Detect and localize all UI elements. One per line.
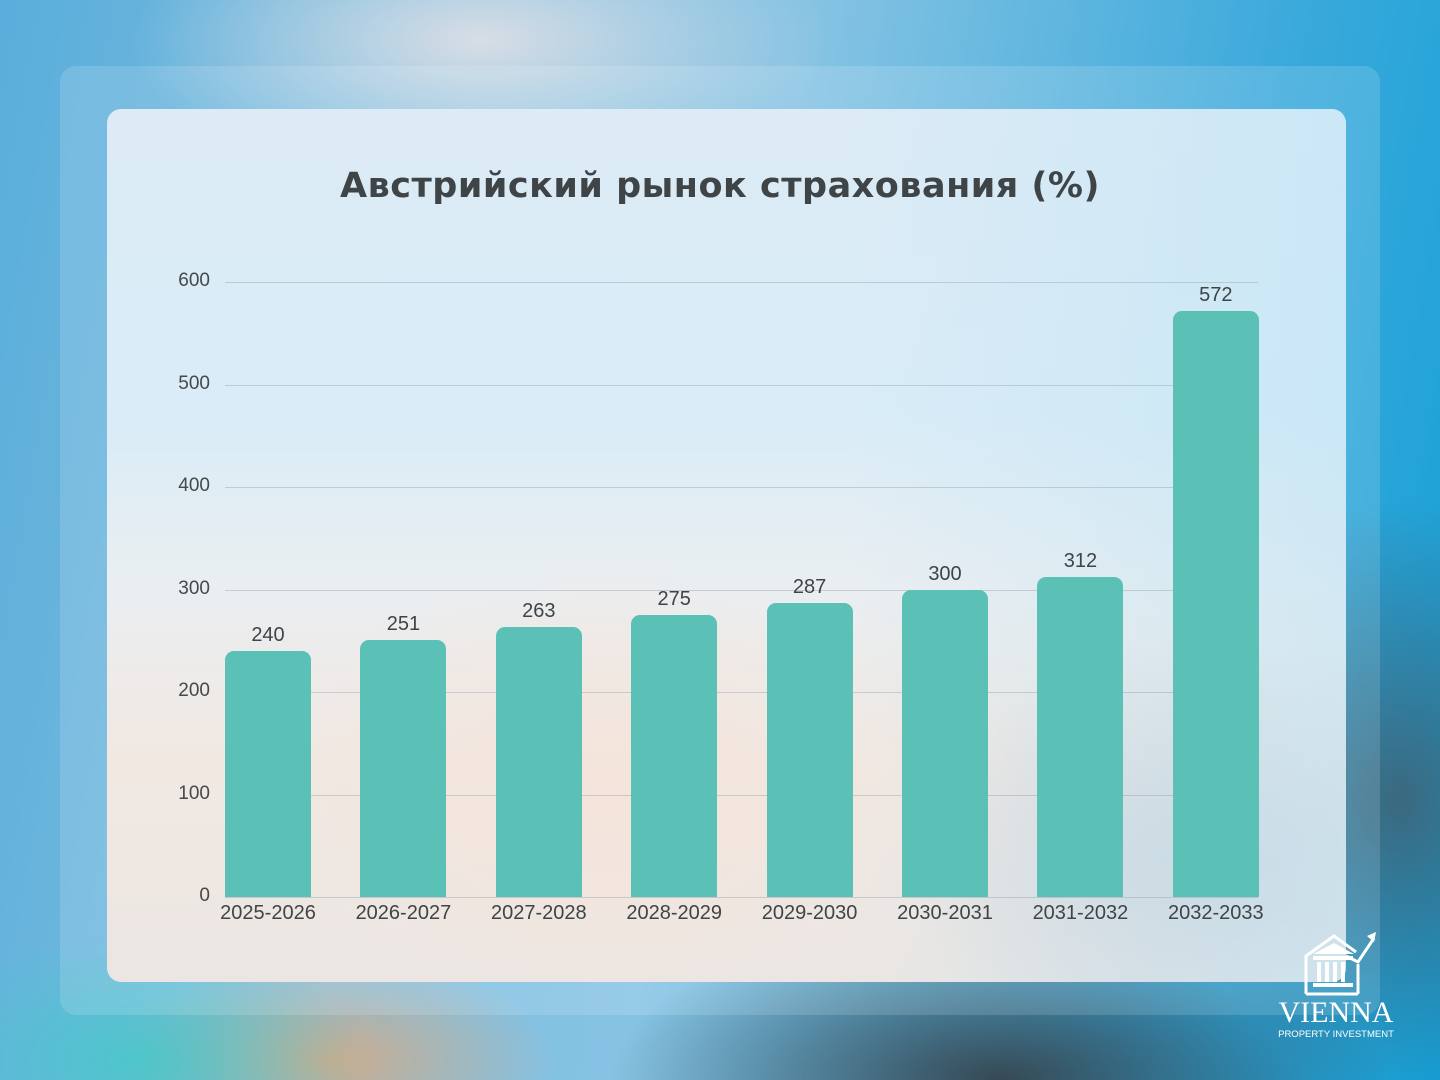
brand-tagline: PROPERTY INVESTMENT <box>1278 1029 1394 1040</box>
y-axis-tick-label: 600 <box>178 270 210 291</box>
bar <box>495 627 582 897</box>
bar-value-label: 312 <box>1063 550 1098 573</box>
gridline <box>225 794 1258 796</box>
building-growth-arrow-icon <box>1304 932 1376 996</box>
bar-value-label: 251 <box>386 612 421 635</box>
bar-value-label: 287 <box>792 575 827 598</box>
brand-name: VIENNA <box>1278 996 1394 1029</box>
x-axis-tick-label: 2030-2031 <box>897 902 993 924</box>
y-axis-tick-label: 100 <box>178 782 210 804</box>
gridline <box>225 897 1258 898</box>
gridline <box>225 692 1258 693</box>
bar <box>225 651 311 897</box>
x-axis-tick-label: 2027-2028 <box>490 902 587 924</box>
bar-value-label: 572 <box>1199 283 1233 306</box>
bar-value-label: 240 <box>251 624 285 646</box>
bar <box>766 602 853 897</box>
gridline <box>225 487 1258 488</box>
gridline <box>225 282 1258 283</box>
bar-value-label: 300 <box>928 562 962 585</box>
gridline <box>225 384 1258 386</box>
gridline <box>225 589 1258 591</box>
brand-logo: VIENNA PROPERTY INVESTMENT <box>1266 930 1406 1050</box>
x-axis-tick-label: 2029-2030 <box>761 902 858 924</box>
x-axis-tick-label: 2025-2026 <box>220 902 316 924</box>
y-axis-tick-label: 300 <box>178 577 210 599</box>
y-axis-tick-label: 500 <box>178 372 210 394</box>
bar <box>360 639 447 897</box>
bar <box>1037 577 1124 897</box>
x-axis-tick-label: 2026-2027 <box>355 902 452 924</box>
bar-value-label: 275 <box>657 588 691 611</box>
bar <box>902 589 988 897</box>
bar <box>1172 310 1259 897</box>
y-axis-tick-label: 200 <box>178 680 210 701</box>
x-axis-tick-label: 2032-2033 <box>1167 902 1264 924</box>
chart-title: Австрийский рынок страхования (%) <box>340 166 1100 206</box>
x-axis-tick-label: 2031-2032 <box>1032 902 1129 924</box>
chart-card <box>107 109 1346 982</box>
y-axis-tick-label: 400 <box>178 475 210 496</box>
y-axis-tick-label: 0 <box>199 885 210 906</box>
bar-value-label: 263 <box>522 600 556 623</box>
x-axis-tick-label: 2028-2029 <box>626 902 723 924</box>
bar <box>631 615 718 897</box>
